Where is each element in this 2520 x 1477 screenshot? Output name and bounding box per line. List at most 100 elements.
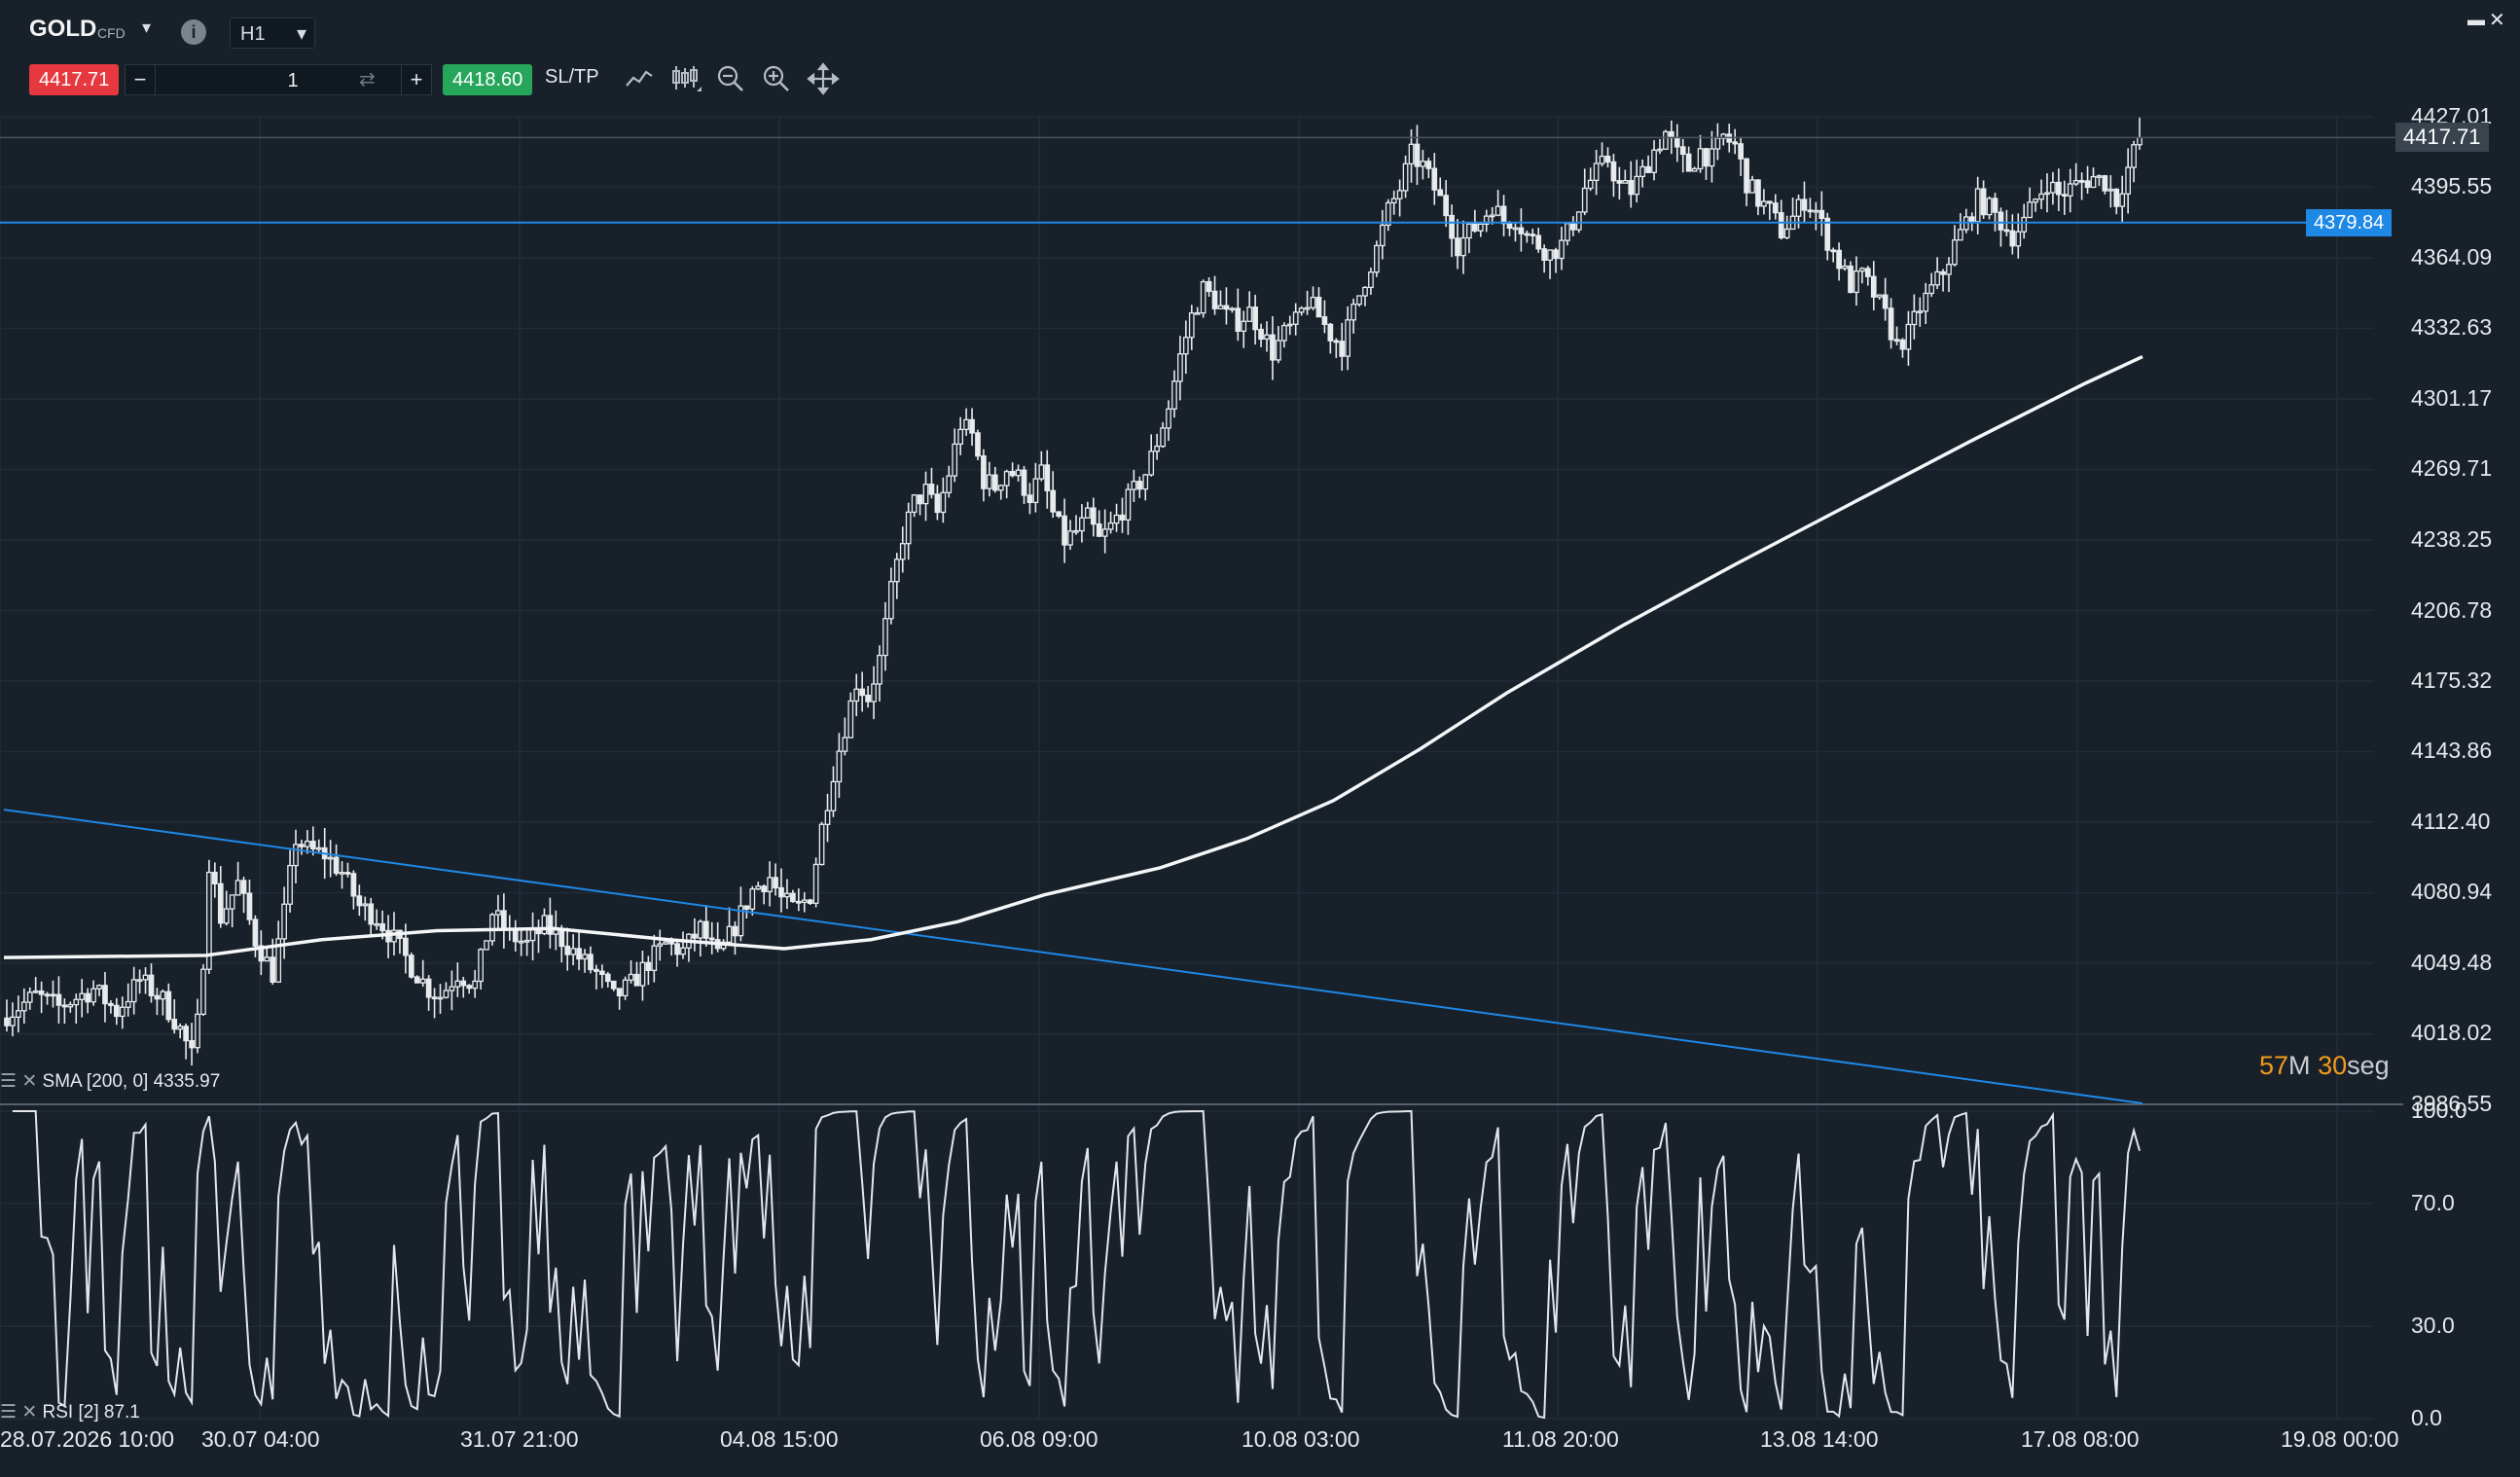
candle-type-icon[interactable] bbox=[669, 62, 702, 95]
candle bbox=[1235, 288, 1242, 342]
indicator-settings-icon[interactable]: ☰ bbox=[0, 1402, 18, 1423]
quantity-input[interactable] bbox=[252, 65, 334, 96]
candle bbox=[1217, 290, 1224, 309]
trend-line[interactable] bbox=[3, 809, 2143, 1104]
candle bbox=[344, 862, 351, 878]
sell-price-button[interactable]: 4417.71 bbox=[29, 64, 120, 95]
rsi-axis-label: 70.0 bbox=[2411, 1189, 2455, 1215]
candle bbox=[963, 408, 969, 436]
buy-price-button[interactable]: 4418.60 bbox=[443, 64, 533, 95]
symbol-name[interactable]: GOLD bbox=[29, 16, 97, 42]
candle bbox=[374, 909, 380, 930]
candle bbox=[934, 485, 941, 521]
candle bbox=[738, 886, 744, 942]
candle bbox=[1679, 138, 1686, 173]
candle bbox=[1940, 269, 1946, 292]
candle bbox=[281, 886, 287, 959]
candle bbox=[1854, 256, 1859, 306]
remove-indicator-icon[interactable]: ✕ bbox=[21, 1402, 38, 1423]
candle bbox=[1466, 223, 1472, 254]
candle bbox=[1425, 158, 1432, 179]
candle bbox=[1477, 222, 1484, 237]
indicator-settings-icon[interactable]: ☰ bbox=[0, 1071, 18, 1092]
candle bbox=[177, 1023, 184, 1039]
candle bbox=[1888, 298, 1894, 349]
candle bbox=[1258, 323, 1264, 347]
quantity-increase-button[interactable]: + bbox=[401, 65, 431, 94]
candle bbox=[1899, 338, 1906, 358]
zoom-out-icon[interactable] bbox=[714, 62, 747, 95]
candle bbox=[356, 884, 363, 917]
candle bbox=[1622, 169, 1629, 184]
rsi-line[interactable] bbox=[12, 1110, 2141, 1420]
candles bbox=[4, 117, 2142, 1066]
candle bbox=[1570, 216, 1576, 236]
candle bbox=[1321, 300, 1328, 334]
candle bbox=[645, 955, 652, 986]
candle bbox=[1639, 159, 1645, 188]
candle bbox=[1483, 209, 1490, 233]
candle bbox=[975, 429, 981, 460]
line-chart-icon[interactable] bbox=[623, 62, 656, 95]
candle bbox=[1836, 242, 1842, 281]
candle bbox=[1958, 213, 1963, 241]
candle bbox=[142, 967, 149, 994]
candle bbox=[1276, 326, 1281, 364]
candle bbox=[523, 927, 530, 956]
candle bbox=[1518, 208, 1525, 252]
candle bbox=[610, 980, 617, 991]
candle bbox=[165, 983, 172, 1023]
candle bbox=[1581, 168, 1588, 216]
zoom-in-icon[interactable] bbox=[760, 62, 793, 95]
candle bbox=[2096, 174, 2103, 187]
symbol-dropdown-icon[interactable]: ▾ bbox=[142, 18, 152, 37]
timeframe-select[interactable]: H1 ▾ bbox=[230, 18, 315, 49]
candle bbox=[119, 996, 126, 1029]
candle bbox=[472, 969, 479, 998]
candle bbox=[90, 980, 96, 1006]
candle bbox=[1414, 125, 1421, 186]
horizontal-line-tag[interactable]: 4379.84 bbox=[2306, 208, 2393, 236]
candle bbox=[125, 983, 131, 1017]
quantity-stepper[interactable]: − ⇄ + bbox=[125, 64, 432, 96]
candle bbox=[437, 984, 444, 1014]
candle bbox=[1755, 179, 1761, 216]
candle bbox=[1593, 150, 1600, 196]
candle bbox=[1876, 294, 1883, 300]
close-window-icon[interactable]: ✕ bbox=[2489, 10, 2505, 31]
candle bbox=[1460, 220, 1466, 274]
candle bbox=[773, 863, 778, 896]
candle bbox=[882, 601, 888, 671]
candle bbox=[1703, 147, 1710, 180]
candle bbox=[1449, 204, 1455, 258]
remove-indicator-icon[interactable]: ✕ bbox=[21, 1071, 38, 1092]
sma-200-line[interactable] bbox=[3, 355, 2143, 959]
candle bbox=[594, 964, 599, 990]
candle bbox=[195, 998, 200, 1054]
candle bbox=[1651, 140, 1657, 181]
candle bbox=[154, 988, 161, 1016]
sltp-button[interactable]: SL/TP bbox=[545, 66, 599, 88]
candle bbox=[1923, 282, 1929, 325]
candle bbox=[1859, 267, 1865, 284]
candle bbox=[55, 976, 62, 1024]
candle bbox=[240, 877, 247, 914]
candle bbox=[4, 999, 10, 1032]
candle bbox=[1628, 161, 1635, 208]
candle bbox=[229, 894, 235, 928]
candle bbox=[102, 971, 108, 1023]
countdown-seconds-unit: seg bbox=[2347, 1051, 2390, 1080]
candle bbox=[674, 939, 680, 967]
candle bbox=[309, 826, 316, 856]
quantity-decrease-button[interactable]: − bbox=[126, 65, 156, 94]
crosshair-move-icon[interactable] bbox=[807, 62, 840, 95]
candle bbox=[246, 880, 253, 925]
candle bbox=[859, 671, 866, 712]
time-axis-label: 10.08 03:00 bbox=[1242, 1426, 1360, 1452]
restore-window-icon[interactable]: ▬ bbox=[2467, 10, 2485, 29]
candle bbox=[1339, 322, 1346, 372]
time-axis-label: 30.07 04:00 bbox=[201, 1426, 320, 1452]
swap-icon[interactable]: ⇄ bbox=[359, 69, 376, 90]
info-icon[interactable]: i bbox=[181, 19, 206, 45]
